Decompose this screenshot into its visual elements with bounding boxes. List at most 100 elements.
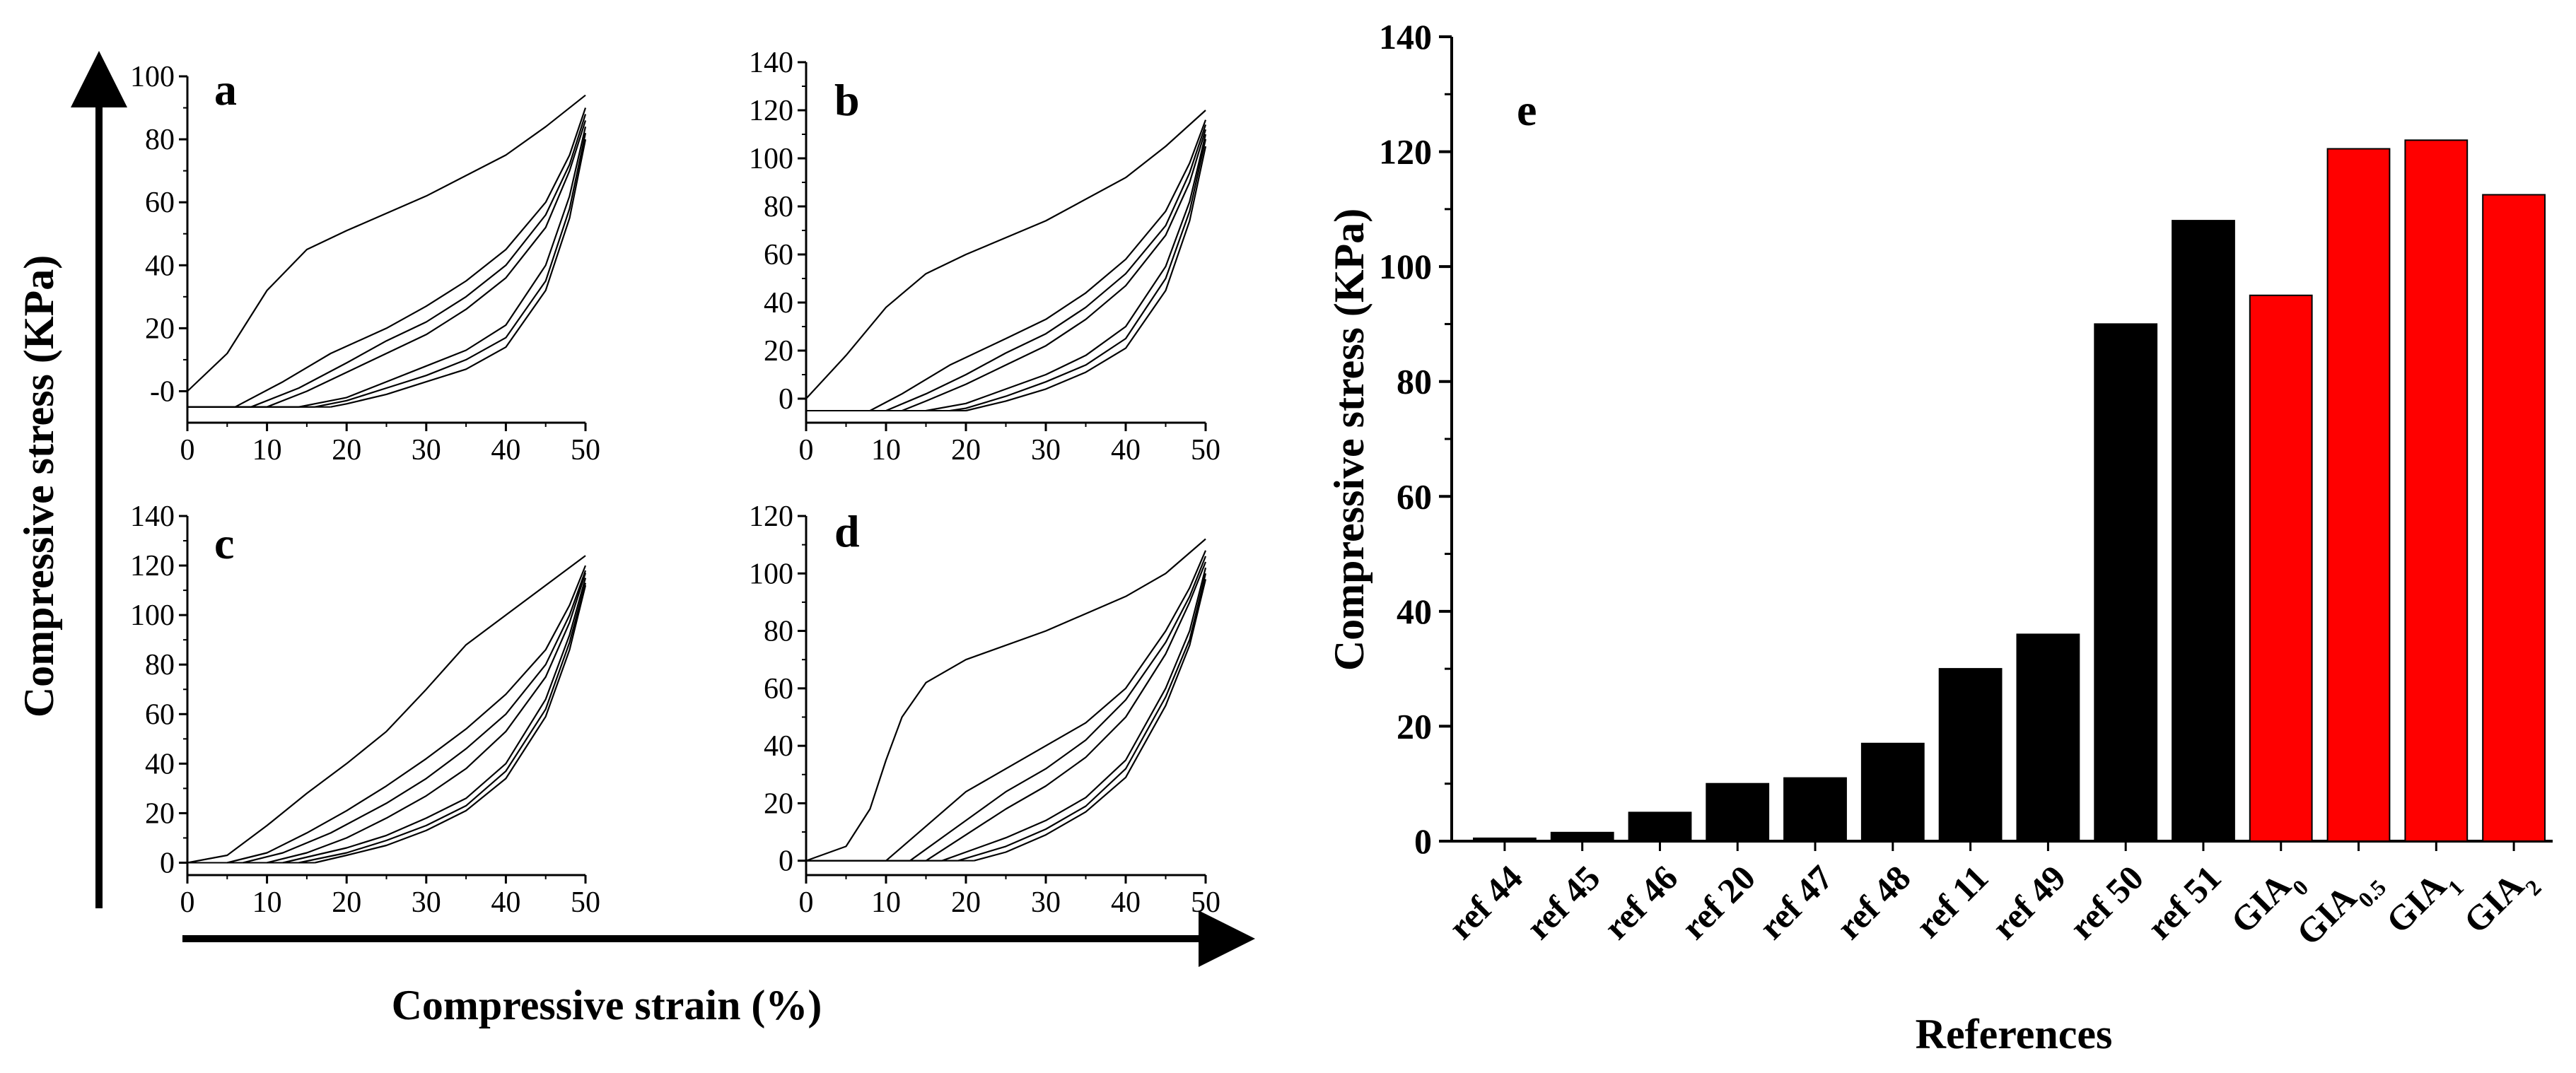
e-ytick-label: 100: [1379, 247, 1432, 286]
a-series-line: [314, 132, 587, 408]
e-ytick-label: 140: [1379, 17, 1432, 57]
panel-c: 0 20 40 60 80 100 120 140 0 10 20 30 40 50 c: [130, 500, 600, 919]
c-xtick-label: 10: [252, 886, 282, 919]
b-ytick-label: 40: [764, 287, 793, 319]
e-bar: [1473, 837, 1537, 843]
c-xtick-label: 40: [491, 886, 520, 919]
b-panel-label: b: [834, 75, 860, 125]
d-series-line: [957, 573, 1207, 862]
e-bar: [2016, 633, 2080, 843]
b-ytick-label: 120: [749, 95, 793, 127]
e-category-label: ref 45: [1518, 857, 1607, 946]
c-series-line: [243, 570, 587, 864]
e-bar: [2094, 323, 2158, 842]
b-ytick-label: 140: [749, 47, 793, 79]
e-bar: [2482, 194, 2546, 842]
a-xtick-label: 30: [412, 434, 441, 467]
d-ytick-label: 60: [764, 673, 793, 705]
e-category-label: ref 51: [2139, 857, 2228, 946]
c-series-line: [282, 577, 587, 864]
e-bar: [2249, 294, 2313, 842]
d-series-line: [925, 561, 1207, 862]
e-ytick-label: 80: [1397, 362, 1432, 401]
e-category-label: ref 50: [2062, 857, 2151, 946]
e-bar: [1628, 811, 1692, 843]
c-xtick-label: 50: [571, 886, 600, 919]
c-ytick-label: 140: [130, 500, 175, 533]
d-panel-label: d: [834, 506, 860, 556]
a-ytick-label: 20: [145, 312, 175, 345]
b-ytick-label: 100: [749, 143, 793, 175]
panel-a: -0 20 40 60 80 100 0 10 20 30 40 50 a: [130, 61, 600, 467]
b-ytick-label: 60: [764, 239, 793, 271]
e-category-label: ref 44: [1440, 857, 1529, 946]
e-xlabel: References: [1916, 1011, 2113, 1057]
b-ytick-label: 80: [764, 191, 793, 223]
a-ytick-label: -0: [150, 375, 175, 408]
panel-d: 0 20 40 60 80 100 120 0 10 20 30 40 50 d: [749, 500, 1220, 919]
a-ytick-label: 60: [145, 187, 175, 219]
a-xtick-label: 20: [332, 434, 361, 467]
a-series-line: [330, 139, 587, 408]
shared-x-label: Compressive strain (%): [392, 982, 822, 1028]
b-ytick-label: 20: [764, 335, 793, 368]
a-xtick-label: 0: [180, 434, 195, 467]
e-ytick-label: 20: [1397, 706, 1432, 746]
b-ytick-label: 0: [779, 383, 793, 416]
e-ytick-label: 40: [1397, 592, 1432, 631]
e-bar: [2326, 148, 2391, 842]
b-series-line: [885, 124, 1207, 412]
shared-y-label: Compressive stress (KPa): [16, 255, 62, 717]
a-series-line: [235, 107, 587, 408]
c-ytick-label: 0: [160, 847, 175, 879]
e-ylabel: Compressive stress (KPa): [1326, 209, 1372, 671]
d-xtick-label: 10: [871, 886, 901, 919]
a-ytick-label: 40: [145, 250, 175, 282]
e-ytick-label: 0: [1414, 821, 1432, 861]
b-series-line: [805, 110, 1206, 399]
e-category-label: ref 46: [1596, 857, 1685, 946]
c-series-line: [267, 573, 587, 864]
c-series-line: [227, 565, 587, 864]
a-series-line: [267, 120, 587, 408]
c-ytick-label: 100: [130, 599, 175, 632]
d-xtick-label: 40: [1111, 886, 1141, 919]
d-ytick-label: 0: [779, 845, 793, 878]
e-category-label: ref 48: [1829, 857, 1918, 946]
a-series-line: [250, 114, 587, 408]
d-xtick-label: 0: [799, 886, 814, 919]
b-xtick-label: 10: [871, 434, 901, 467]
b-xtick-label: 0: [799, 434, 814, 467]
e-category-label: ref 20: [1674, 857, 1763, 946]
c-xtick-label: 20: [332, 886, 361, 919]
d-ytick-label: 20: [764, 787, 793, 820]
a-xtick-label: 10: [252, 434, 282, 467]
d-series-line: [885, 550, 1207, 862]
e-category-label: ref 47: [1751, 857, 1840, 946]
b-xtick-label: 40: [1111, 434, 1141, 467]
b-series-line: [926, 134, 1207, 412]
a-ytick-label: 100: [130, 61, 175, 93]
c-series-line: [187, 555, 586, 864]
e-bar: [1706, 782, 1770, 842]
a-series-line: [187, 94, 586, 392]
c-series-line: [298, 582, 587, 864]
c-panel-label: c: [214, 518, 234, 568]
a-series-line: [298, 127, 587, 408]
d-series-line: [941, 567, 1207, 862]
a-panel-label: a: [214, 64, 237, 115]
e-category-label: ref 49: [1984, 857, 2073, 946]
e-bar: [1550, 831, 1614, 843]
e-category-label: ref 11: [1908, 857, 1995, 945]
e-panel-label: e: [1517, 85, 1537, 135]
e-bar: [2404, 139, 2469, 843]
d-xtick-label: 30: [1031, 886, 1061, 919]
e-category-label: GIA0.5: [2289, 857, 2391, 960]
c-ytick-label: 120: [130, 550, 175, 582]
c-xtick-label: 30: [412, 886, 441, 919]
e-category-label: GIA1: [2378, 857, 2469, 948]
c-ytick-label: 60: [145, 698, 175, 731]
a-xtick-label: 40: [491, 434, 520, 467]
b-series-line: [965, 146, 1207, 412]
